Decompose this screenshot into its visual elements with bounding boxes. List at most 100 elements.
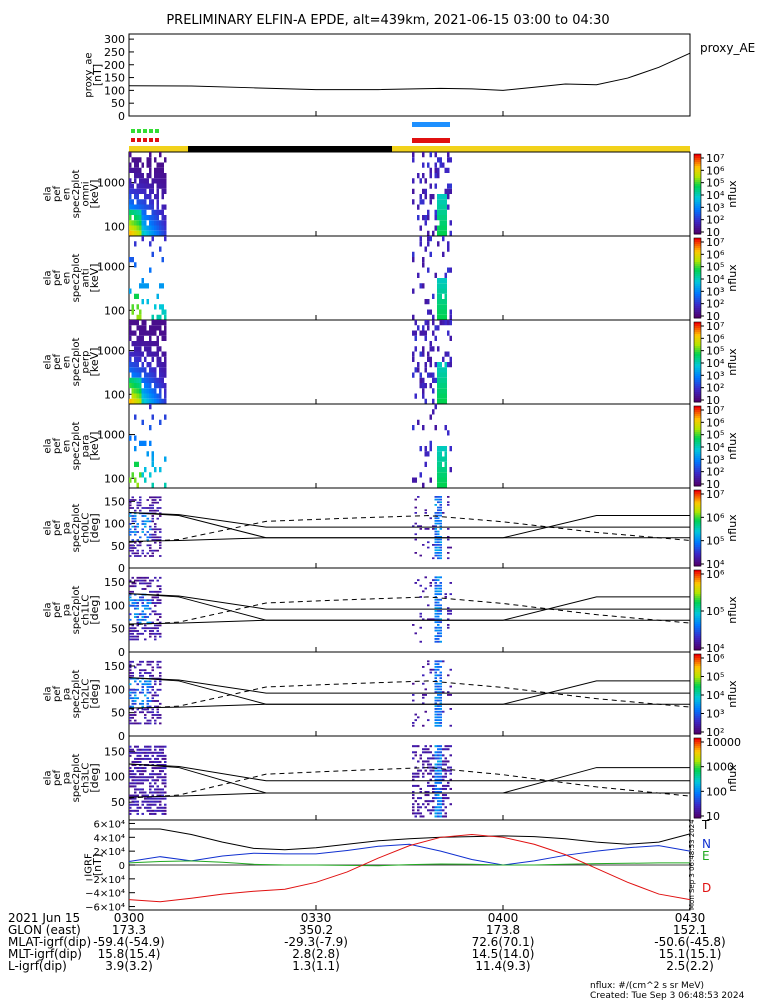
spectrogram-cell [412,288,415,294]
pa-cell [151,504,154,507]
pa-cell [154,714,157,716]
spectrogram-cell [419,330,422,336]
flag-green-dot [155,129,159,133]
pa-cell [159,745,162,748]
pa-cell [139,791,142,794]
pa-cell [434,705,437,708]
spectrogram-cell [151,377,154,383]
colorbar-label: nflux [726,348,739,376]
spectrogram-cell [134,372,137,378]
pa-cell [432,806,435,809]
colorbar-tick-label: 10⁶ [706,568,725,581]
pa-cell [136,751,139,754]
pa-cell [131,515,134,517]
pa-cell [434,554,437,557]
colorbar-cell [694,503,701,506]
pa-cell [156,596,159,599]
pa-cell [134,694,137,697]
pa-cell [154,767,157,770]
spectrogram-cell [139,225,142,231]
spectrogram-cell [429,236,432,242]
spectrogram-cell [136,314,139,320]
pa-cell [154,705,157,708]
spectrogram-cell [437,456,440,462]
pa-cell [131,507,134,509]
table-cell: 3.9(3.2) [105,959,153,973]
pa-cell [424,745,427,748]
pa-cell [439,576,442,579]
pa-cell [159,613,162,616]
pa-cell [154,604,157,607]
pa-cell [151,590,154,593]
spectrogram-cell [437,157,440,163]
colorbar-frame [693,321,702,403]
spectrogram-cell [439,220,442,226]
pa-cell [131,803,134,806]
spectrogram-cell [439,388,442,394]
y-tick-label: 1000 [97,429,125,442]
pa-cell [151,785,154,788]
pa-cell [159,536,162,539]
panel-frame [128,651,691,737]
spectrogram-cell [422,346,425,352]
colorbar-cell [694,206,701,209]
pa-cell [146,544,149,547]
pa-cell [154,501,157,504]
pa-cell [161,754,164,757]
spectrogram-cell [159,304,162,310]
pa-cell [136,794,139,797]
pa-cell [427,760,430,763]
pa-cell [151,533,154,536]
spectrogram-cell [154,230,157,236]
spectrogram-cell [429,152,432,158]
pa-cell [131,585,134,588]
spectrogram-cell [136,356,139,362]
colorbar-cell [694,466,701,469]
colorbar-cell [694,786,701,789]
colorbar-cell [694,364,701,367]
pa-cell [149,579,152,582]
spectrogram-cell [156,194,159,200]
spectrogram-cell [156,215,159,221]
pa-cell [439,790,442,794]
spectrogram-cell [434,183,437,189]
pa-cell [437,640,440,643]
spectrogram-cell [131,341,134,347]
colorbar-cell [694,192,701,195]
colorbar-label: nflux [726,514,739,542]
spectrogram-cell [144,204,147,210]
table-cell: -29.3(-7.9) [284,935,348,949]
pa-cell [141,549,144,552]
colorbar-cell [694,545,701,548]
pa-cell [437,512,440,514]
pa-cell [439,506,442,509]
pa-cell [131,782,134,785]
table-cell: -50.6(-45.8) [654,935,725,949]
spectrogram-cell [427,241,430,247]
spectrogram-cell [134,367,137,373]
spectrogram-cell [449,309,452,315]
colorbar-cell [694,510,701,514]
pa-cell [159,722,162,725]
pa-cell [151,767,154,770]
spectrogram-cell [161,362,164,368]
pa-cell [156,791,159,794]
pa-cell [154,803,157,806]
pa-cell [129,635,132,638]
spectrogram-cell [439,230,442,236]
spectrogram-cell [154,304,157,310]
pa-cell [156,501,159,504]
spectrogram-cell [146,173,149,179]
pa-cell [136,688,139,691]
spectrogram-cell [439,456,442,462]
pa-cell [144,714,147,716]
spectrogram-cell [136,482,139,488]
pa-cell [144,638,147,641]
colorbar-cell [694,340,701,343]
spectrogram-cell [437,472,440,478]
pa-cell [131,722,134,725]
spectrogram-cell [141,209,144,215]
spectrogram-cell [164,330,167,336]
colorbar-cell [694,590,701,593]
